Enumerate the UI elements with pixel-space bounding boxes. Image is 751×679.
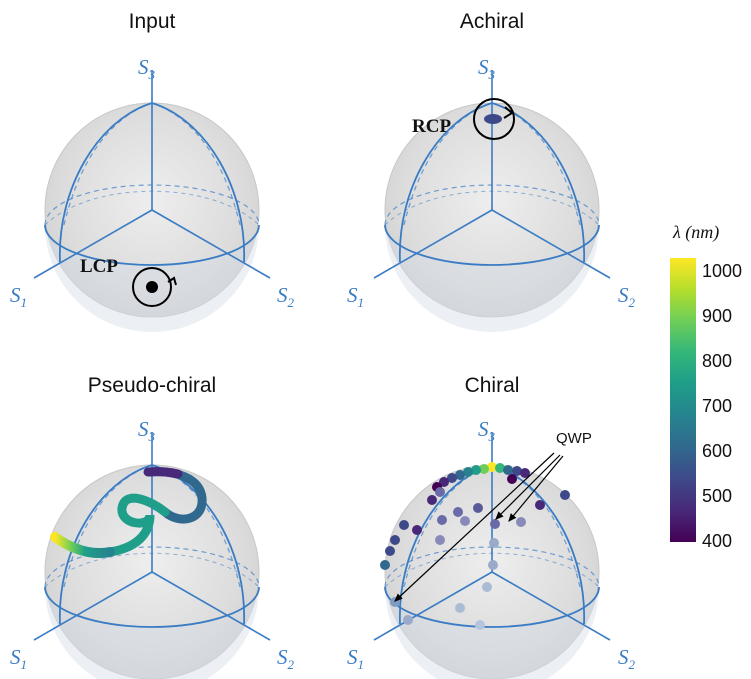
colorbar-tick-label: 400	[702, 531, 732, 551]
scatter-point	[503, 465, 513, 475]
scatter-point	[473, 503, 483, 513]
scatter-point	[488, 560, 498, 570]
panel-chiral: Chiral S3 S1 S2	[347, 374, 636, 679]
scatter-point	[479, 464, 489, 474]
scatter-point	[380, 560, 390, 570]
panel-input: Input S3 S1 S2 LCP	[10, 10, 295, 333]
axis-label-s2-input: S2	[277, 283, 295, 310]
scatter-point	[535, 500, 545, 510]
scatter-point	[435, 487, 445, 497]
axis-label-s3-input: S3	[138, 55, 156, 82]
rcp-point	[484, 114, 502, 124]
scatter-point	[520, 468, 530, 478]
chiral-scatter-points	[380, 462, 570, 630]
scatter-point	[403, 615, 413, 625]
axis-label-s3-chiral: S3	[478, 417, 496, 444]
qwp-arrow-1	[394, 452, 555, 602]
colorbar-title: λ (nm)	[672, 222, 719, 243]
colorbar-tick-label: 600	[702, 441, 732, 461]
axis-label-s1-pseudo-chiral: S1	[10, 645, 27, 672]
scatter-point	[463, 467, 473, 477]
scatter-point	[455, 603, 465, 613]
axis-label-s1-input: S1	[10, 283, 27, 310]
axis-label-s2-chiral: S2	[618, 645, 636, 672]
panel-title-input: Input	[129, 10, 176, 33]
state-label-rcp: RCP	[412, 116, 451, 137]
colorbar-gradient	[670, 258, 696, 542]
colorbar-tick-label: 700	[702, 396, 732, 416]
qwp-annotation-label: QWP	[556, 430, 592, 447]
scatter-point	[490, 519, 500, 529]
axis-label-s2-achiral: S2	[618, 283, 636, 310]
lcp-rotation-arrow-icon	[167, 276, 177, 286]
qwp-arrow-2	[495, 454, 561, 520]
axis-label-s3-pseudo-chiral: S3	[138, 417, 156, 444]
axis-label-s1-achiral: S1	[347, 283, 364, 310]
scatter-point	[385, 546, 395, 556]
scatter-point	[560, 490, 570, 500]
scatter-point	[435, 535, 445, 545]
scatter-point	[453, 507, 463, 517]
qwp-arrow-3	[508, 455, 564, 522]
panel-pseudo-chiral: Pseudo-chiral S3 S1 S2	[10, 374, 295, 679]
scatter-point	[460, 516, 470, 526]
scatter-point	[412, 525, 422, 535]
scatter-point	[516, 517, 526, 527]
colorbar-tick-label: 500	[702, 486, 732, 506]
panel-title-pseudo-chiral: Pseudo-chiral	[88, 374, 216, 397]
axis-label-s2-pseudo-chiral: S2	[277, 645, 295, 672]
scatter-point	[427, 495, 437, 505]
state-label-lcp: LCP	[80, 256, 118, 277]
scatter-point	[482, 582, 492, 592]
scatter-point	[390, 535, 400, 545]
scatter-point	[475, 620, 485, 630]
scatter-point	[399, 520, 409, 530]
lcp-point	[146, 281, 158, 293]
trajectory-tail	[50, 532, 115, 558]
rcp-rotation-arrow-icon	[503, 106, 514, 119]
trajectory-loop	[105, 493, 170, 557]
lcp-rotation-circle-icon	[132, 267, 172, 307]
scatter-point	[495, 463, 505, 473]
scatter-point	[507, 474, 517, 484]
panel-achiral: Achiral S3 S1 S2 RCP	[347, 10, 636, 333]
scatter-point	[437, 515, 447, 525]
panel-title-achiral: Achiral	[460, 10, 524, 33]
trajectory-pole-segment	[143, 467, 183, 479]
scatter-point	[487, 462, 497, 472]
scatter-point	[489, 538, 499, 548]
scatter-point	[471, 465, 481, 475]
colorbar: λ (nm) 1000 900 800 700 600 500 400	[670, 222, 742, 551]
axis-label-s1-chiral: S1	[347, 645, 364, 672]
rcp-rotation-circle-icon	[473, 98, 515, 140]
scatter-point	[455, 470, 465, 480]
colorbar-tick-label: 900	[702, 306, 732, 326]
panel-title-chiral: Chiral	[465, 374, 520, 397]
scatter-point	[512, 466, 522, 476]
colorbar-tick-label: 800	[702, 351, 732, 371]
axis-label-s3-achiral: S3	[478, 55, 496, 82]
scatter-point	[447, 473, 457, 483]
colorbar-tick-label: 1000	[702, 261, 742, 281]
scatter-point	[439, 477, 449, 487]
